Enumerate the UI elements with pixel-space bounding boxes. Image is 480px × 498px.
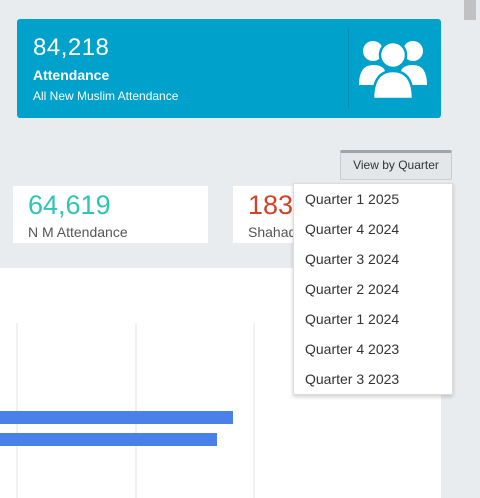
chart-bar: [0, 433, 217, 446]
stat-value: 183: [248, 190, 294, 220]
users-icon: [359, 40, 427, 99]
view-by-quarter-button[interactable]: View by Quarter: [340, 150, 452, 180]
attendance-count: 84,218: [33, 34, 110, 61]
stat-card-nm-attendance: 64,619 N M Attendance: [13, 186, 208, 243]
scrollbar-thumb[interactable]: [464, 0, 476, 20]
dropdown-item[interactable]: Quarter 1 2025: [305, 191, 400, 207]
page-scrollbar[interactable]: [458, 0, 480, 498]
dropdown-item[interactable]: Quarter 2 2024: [305, 281, 400, 297]
dropdown-item[interactable]: Quarter 3 2023: [305, 371, 400, 387]
dropdown-item[interactable]: Quarter 4 2023: [305, 341, 400, 357]
attendance-subtitle: All New Muslim Attendance: [33, 89, 179, 103]
stat-label: N M Attendance: [28, 224, 128, 240]
attendance-title: Attendance: [33, 67, 110, 83]
card-divider: [348, 29, 349, 108]
dropdown-item[interactable]: Quarter 1 2024: [305, 311, 400, 327]
attendance-summary-card: 84,218 Attendance All New Muslim Attenda…: [17, 19, 441, 118]
chart-bar: [0, 411, 233, 424]
stat-label: Shahada: [248, 224, 305, 240]
bar-chart: [0, 323, 255, 498]
dropdown-item[interactable]: Quarter 3 2024: [305, 251, 400, 267]
dropdown-item[interactable]: Quarter 4 2024: [305, 221, 400, 237]
stat-value: 64,619: [28, 190, 111, 220]
quarter-dropdown-menu: Quarter 1 2025 Quarter 4 2024 Quarter 3 …: [293, 183, 453, 395]
